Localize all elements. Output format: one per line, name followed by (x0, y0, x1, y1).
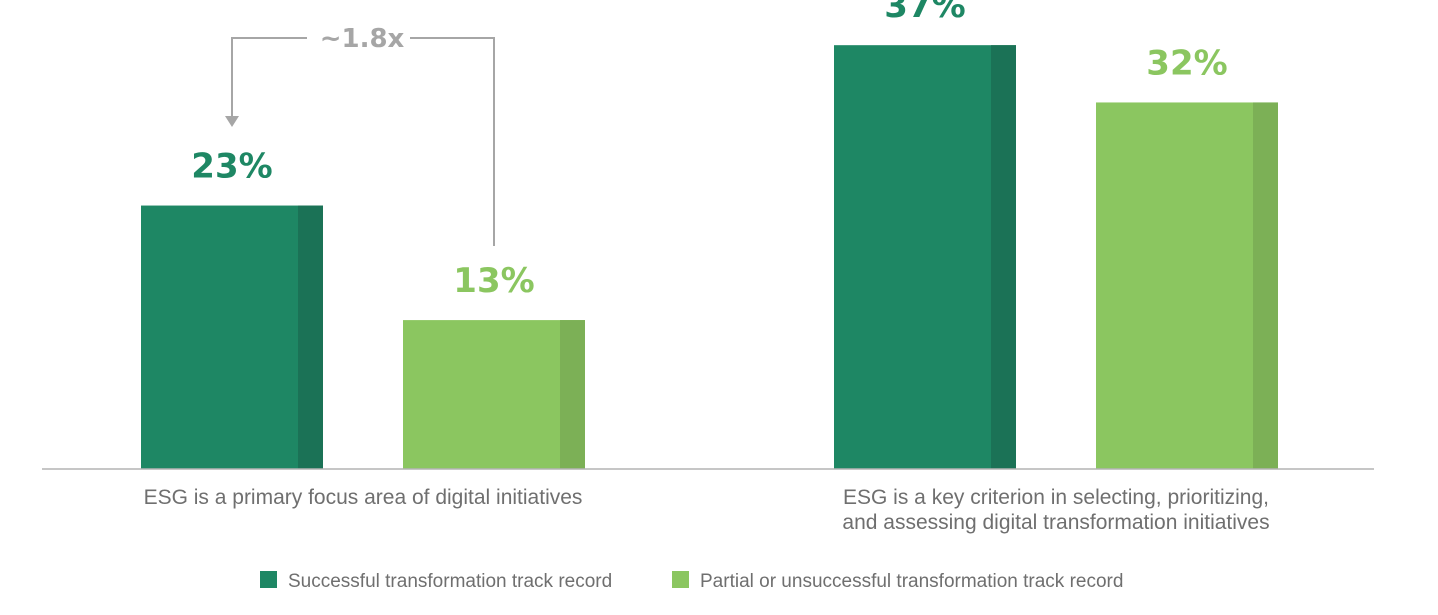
legend-swatch (672, 571, 689, 588)
category-labels-layer: ESG is a primary focus area of digital i… (144, 486, 1270, 534)
category-label: ESG is a key criterion in selecting, pri… (843, 486, 1269, 509)
legend: Successful transformation track record Pa… (260, 571, 1123, 592)
value-label: 37% (884, 0, 965, 26)
value-label: 23% (191, 147, 272, 187)
category-label: and assessing digital transformation ini… (842, 511, 1269, 534)
bar-partial-1 (403, 320, 585, 469)
ratio-arrow-connector (231, 37, 495, 246)
bar-successful-2 (834, 45, 1016, 469)
value-labels-layer: 23% 37% 13% 32% (191, 0, 1227, 301)
legend-label: Successful transformation track record (288, 571, 612, 592)
legend-label: Partial or unsuccessful transformation t… (700, 571, 1123, 592)
bar-partial-2 (1096, 102, 1278, 470)
bar-shade (298, 205, 323, 469)
bar-shade (560, 320, 585, 469)
value-label: 13% (453, 261, 534, 301)
bar-successful-1 (141, 205, 323, 469)
ratio-annotation: ~1.8x (225, 24, 495, 246)
bars-layer (141, 45, 1278, 470)
legend-swatch (260, 571, 277, 588)
bar-shade (1253, 102, 1278, 470)
category-label: ESG is a primary focus area of digital i… (144, 486, 583, 509)
bar-shade (991, 45, 1016, 469)
ratio-annotation-label: ~1.8x (320, 24, 405, 54)
value-label: 32% (1146, 43, 1227, 83)
ratio-arrowhead (225, 116, 239, 127)
